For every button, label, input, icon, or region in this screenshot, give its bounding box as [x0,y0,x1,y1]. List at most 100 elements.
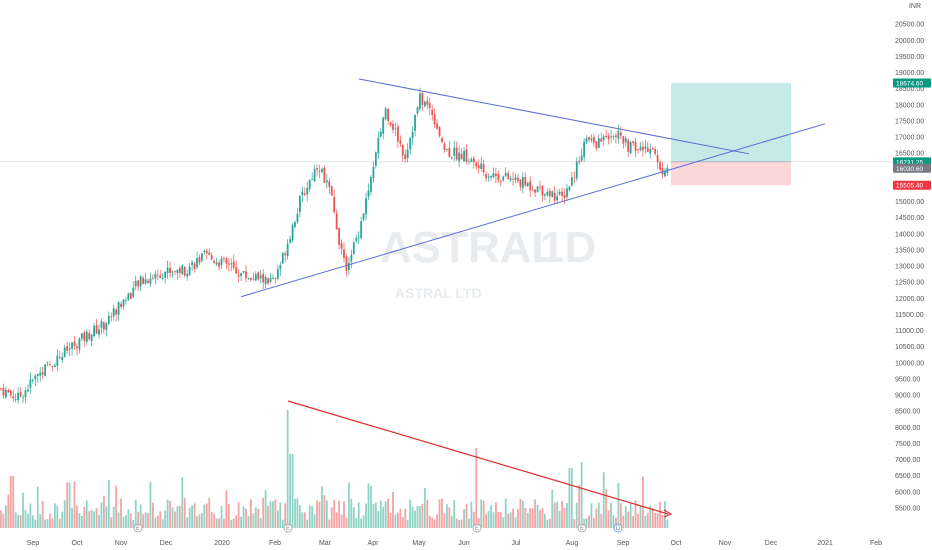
volume-bar [507,513,510,528]
volume-bar [245,508,247,528]
candle-body [296,213,299,223]
candle-body [63,347,66,357]
candle-body [230,263,233,265]
volume-bar [612,515,615,528]
candle-body [272,278,274,279]
time-axis[interactable]: Sep Oct Nov Dec 2020 Feb Mar Apr May Jun Jul Aug Sep… [27,540,882,547]
volume-bar [54,503,56,528]
candle-body [360,221,363,239]
volume-bars [0,410,669,528]
volume-bar [208,498,211,528]
volume-bar [2,513,5,528]
candle-body [24,390,27,398]
candle-body [203,250,206,253]
candle-body [441,137,443,143]
candle-body [98,329,100,335]
candle-body [585,138,588,143]
candle-body [129,292,132,299]
candle-body [191,262,193,265]
candle-body [183,267,186,276]
candle-body [463,151,465,162]
volume-bar [416,505,419,528]
watermark-interval: 1D [540,223,596,272]
candle-body [105,323,108,330]
candle-body [348,262,350,271]
volume-bar [9,476,12,528]
volume-bar [129,513,132,528]
candle-body [419,93,421,110]
volume-bar [316,500,318,528]
price-tick-label: 20000.00 [895,38,924,45]
volume-bar [66,482,69,528]
volume-bar [262,497,265,528]
candle-body [399,140,402,144]
candle-body [627,140,630,152]
volume-bar [367,483,370,528]
candle-body [472,158,475,162]
trendlines[interactable] [240,78,826,518]
candle-body [352,242,355,254]
candle-body [477,165,480,169]
volume-bar [142,514,144,528]
volume-bar [583,518,585,528]
candle-body [220,258,223,265]
event-marker [472,523,482,533]
price-tick-label: 15000.00 [895,199,924,206]
volume-bar [240,516,242,528]
candle-body [122,299,125,307]
candle-body [188,266,191,276]
candle-body [237,274,240,277]
candle-body [31,380,34,382]
candle-body [443,143,446,150]
event-marker-label: E [136,526,140,532]
candle-body [566,188,568,198]
candle-body [318,171,321,172]
volume-bar [330,507,333,528]
volume-bar [68,482,71,528]
volume-bar [401,517,404,528]
volume-bar [460,519,463,528]
volume-bar [296,498,299,528]
volume-bar [656,513,659,528]
volume-bar [622,515,625,528]
volume-bar [164,510,167,528]
candle-body [257,272,260,280]
volume-bar [225,490,228,528]
candle-body [176,269,179,274]
volume-bar [31,515,34,528]
time-tick-label: Sep [617,540,630,547]
candle-body [210,255,213,260]
volume-bar [110,517,113,528]
volume-bar [394,514,397,528]
volume-bar [169,500,171,528]
candle-body [274,277,277,279]
volume-bar [497,512,500,528]
candle-body [428,103,431,109]
candle-body [605,136,608,138]
volume-bar [348,482,350,528]
time-tick-label: Sep [27,540,40,547]
volume-bar [152,502,154,528]
candle-body [284,253,287,256]
candle-body [661,167,664,175]
volume-bar [426,499,429,528]
long-position-tool[interactable] [671,83,791,186]
candle-body [372,166,375,179]
candle-body [639,146,642,150]
candle-body [66,346,69,351]
candle-body [544,194,546,196]
volume-bar [470,501,473,528]
event-marker [613,523,623,533]
volume-bar [448,507,451,528]
candle-body [578,160,581,163]
volume-bar [411,506,414,528]
volume-bar [154,517,157,528]
candle-body [156,274,159,276]
candle-body [303,193,306,195]
candle-body [76,346,78,349]
volume-bar [29,503,32,528]
time-tick-label: 2020 [214,540,230,547]
volume-bar [132,519,135,528]
